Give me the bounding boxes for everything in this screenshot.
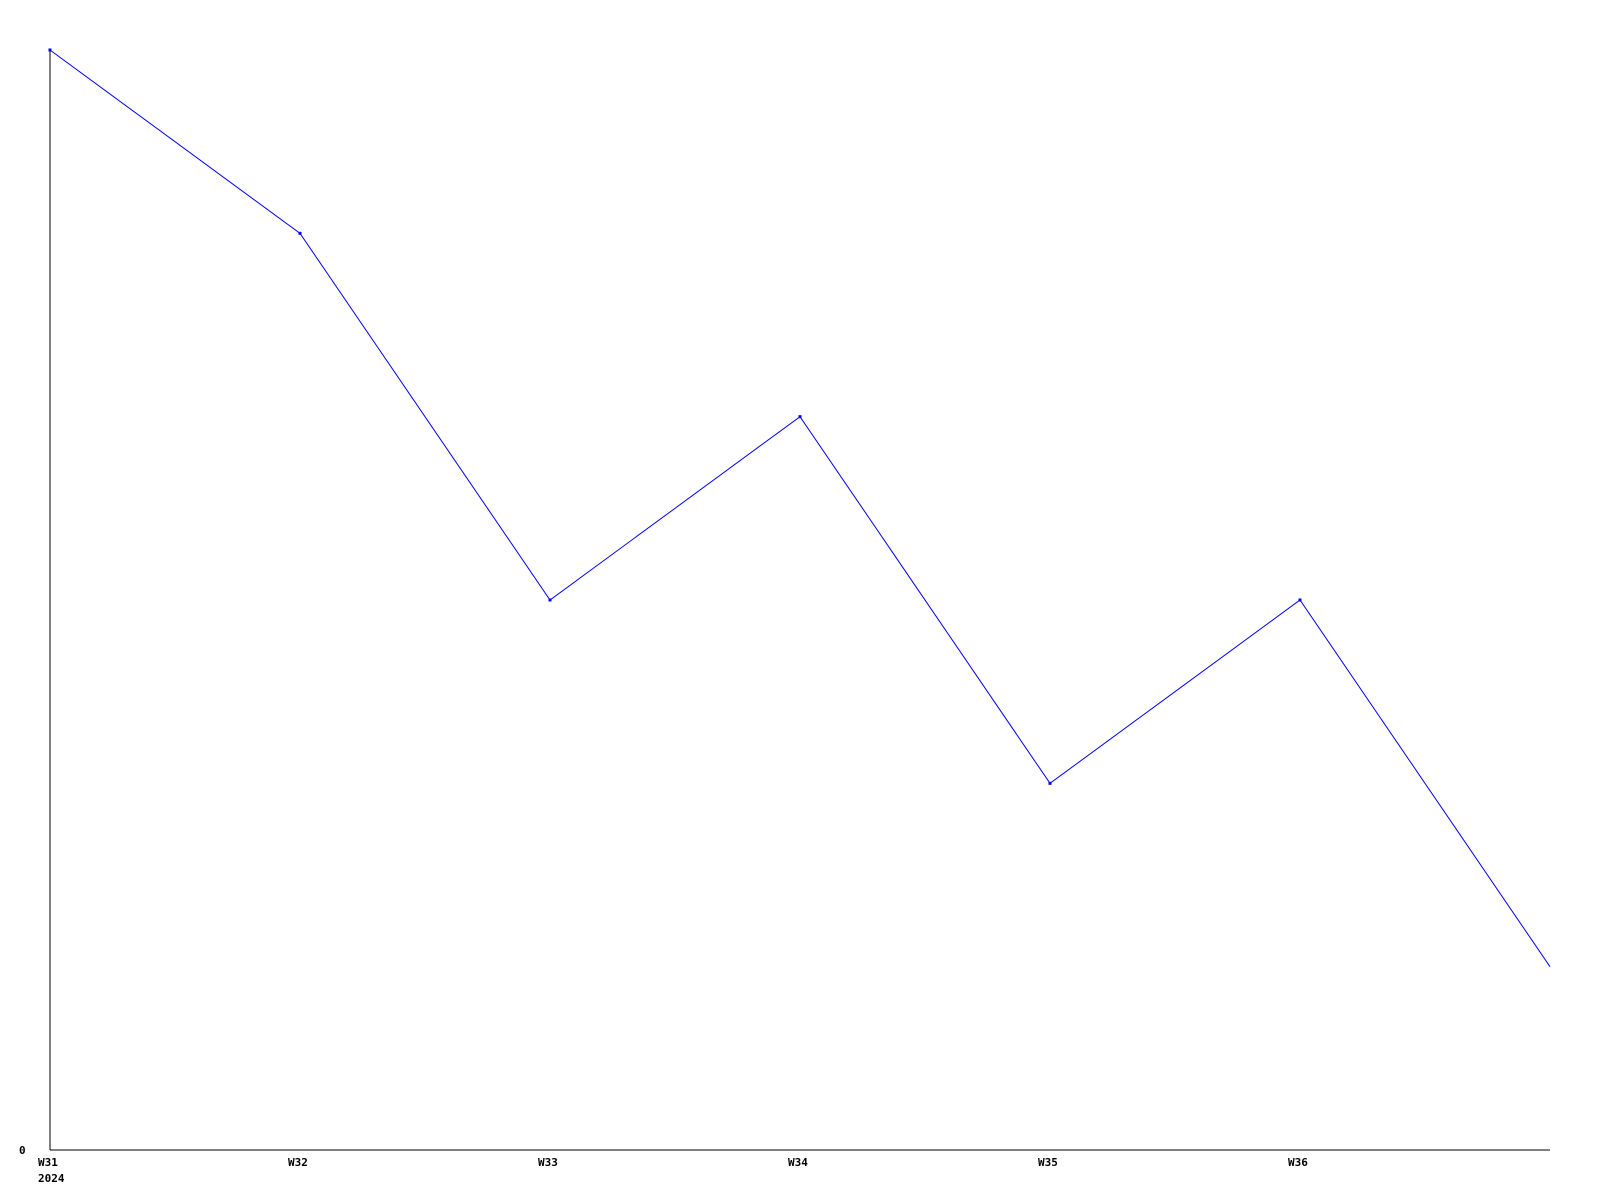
x-tick-label: W34 <box>788 1156 808 1169</box>
data-point <box>1048 781 1052 785</box>
x-tick-sublabel: 2024 <box>38 1172 65 1185</box>
data-point <box>1298 598 1302 602</box>
x-tick-label: W33 <box>538 1156 558 1169</box>
data-point <box>548 598 552 602</box>
y-tick-label: 0 <box>19 1144 26 1157</box>
data-point <box>798 415 802 419</box>
data-point <box>298 231 302 235</box>
x-tick-label: W36 <box>1288 1156 1308 1169</box>
x-tick-label: W32 <box>288 1156 308 1169</box>
x-tick-label: W31 <box>38 1156 58 1169</box>
series-line <box>49 49 1551 967</box>
data-point <box>48 48 52 52</box>
x-tick-label: W35 <box>1038 1156 1058 1169</box>
